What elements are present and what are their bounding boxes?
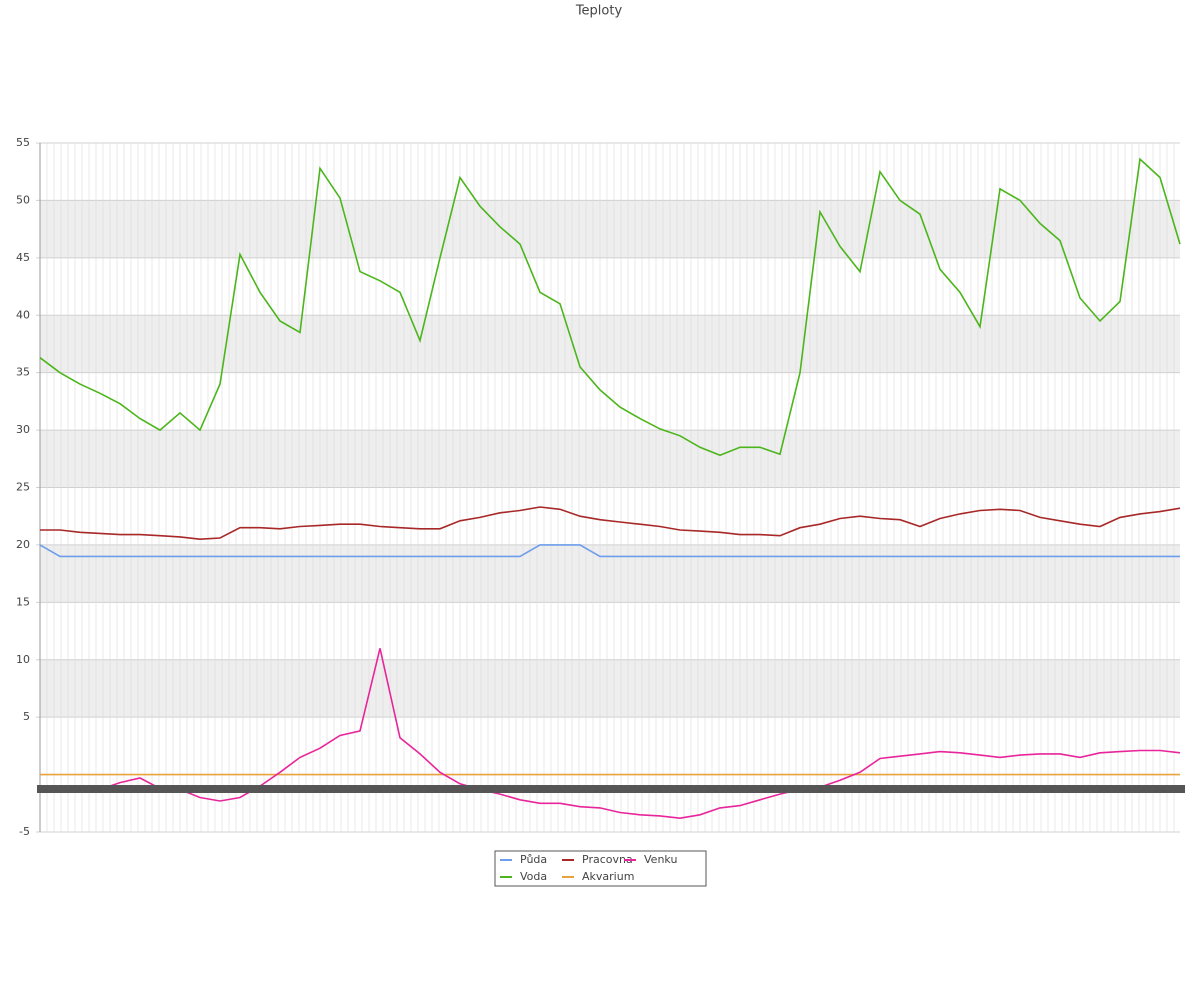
- y-tick-label: 45: [16, 251, 30, 264]
- legend-label: Venku: [644, 853, 677, 866]
- y-tick-label: 35: [16, 366, 30, 379]
- y-tick-label: 25: [16, 481, 30, 494]
- y-tick-label: 40: [16, 308, 30, 321]
- y-tick-label: 20: [16, 538, 30, 551]
- series-line: [39, 157, 1181, 457]
- series-line: [40, 506, 1181, 541]
- band: [40, 315, 1180, 373]
- series-line: [39, 544, 1180, 558]
- band: [40, 659, 1180, 718]
- legend-label: Voda: [520, 870, 547, 883]
- y-tick-label: 10: [16, 653, 30, 666]
- vertical-grid: [39, 143, 1175, 832]
- legend: [494, 850, 707, 887]
- plot: [39, 157, 1181, 820]
- series-line: [39, 648, 1181, 820]
- x-tick-labels-overlap: [37, 785, 1185, 793]
- y-tick-label: -5: [19, 825, 30, 838]
- y-tick-label: 5: [23, 710, 30, 723]
- band: [40, 430, 1180, 488]
- plot-background: [36, 142, 1180, 833]
- y-tick-label: 55: [16, 136, 30, 149]
- chart-title: Teploty: [575, 4, 623, 19]
- y-tick-label: 50: [16, 193, 30, 206]
- band: [40, 544, 1180, 603]
- y-tick-label: 30: [16, 423, 30, 436]
- y-tick-label: 15: [16, 595, 30, 608]
- legend-label: Půda: [520, 853, 547, 866]
- legend-label: Akvarium: [582, 870, 634, 883]
- legend-label: Pracovna: [582, 853, 633, 866]
- band: [40, 200, 1180, 258]
